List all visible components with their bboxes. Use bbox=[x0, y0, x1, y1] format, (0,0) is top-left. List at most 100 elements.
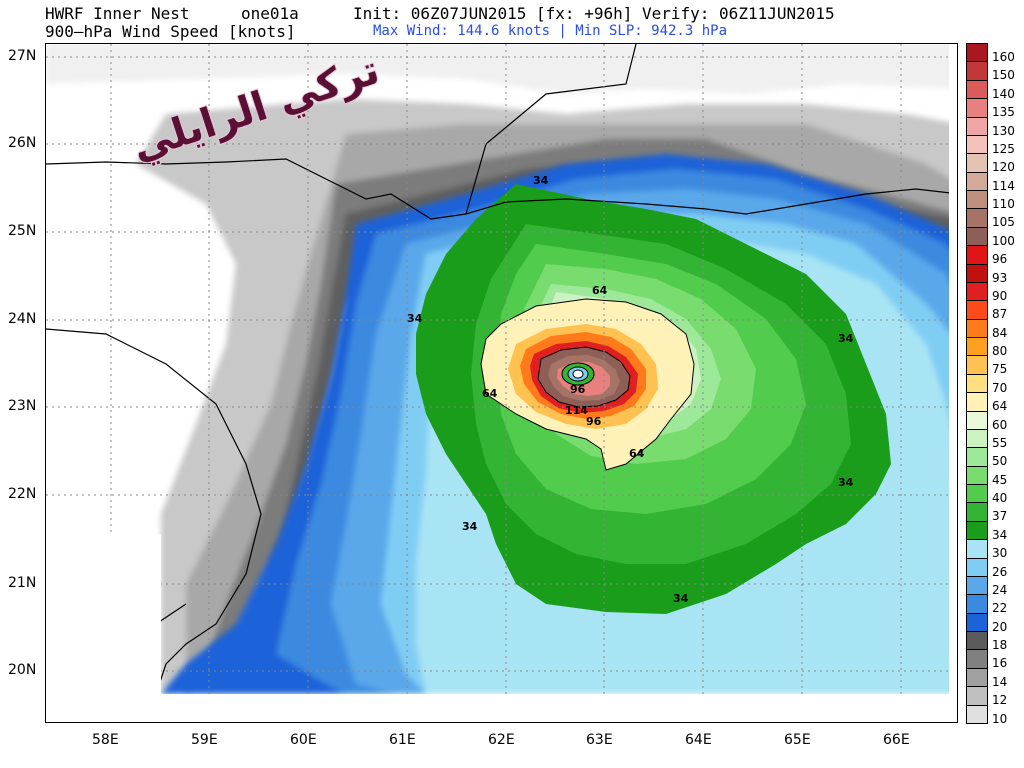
legend-swatch bbox=[966, 667, 988, 688]
max-wind-min-slp: Max Wind: 144.6 knots | Min SLP: 942.3 h… bbox=[373, 23, 728, 39]
legend-label: 110 bbox=[992, 197, 1015, 212]
lat-label: 23N bbox=[8, 398, 37, 414]
storm-core bbox=[480, 298, 695, 471]
legend-row: 160 bbox=[966, 43, 1020, 64]
legend-swatch bbox=[966, 447, 988, 467]
contour-label: 34 bbox=[673, 592, 689, 605]
legend-label: 12 bbox=[992, 693, 1008, 708]
legend-row: 75 bbox=[966, 355, 1020, 376]
legend-swatch bbox=[966, 226, 988, 247]
legend-swatch bbox=[966, 612, 988, 633]
legend-label: 140 bbox=[992, 86, 1015, 101]
contour-label: 34 bbox=[407, 312, 423, 325]
lat-lon-grid bbox=[46, 44, 957, 722]
lat-label: 26N bbox=[8, 135, 37, 151]
legend-swatch bbox=[966, 208, 988, 228]
product-title: 900–hPa Wind Speed [knots] bbox=[45, 22, 296, 41]
legend-row: 150 bbox=[966, 61, 1020, 82]
lat-label: 22N bbox=[8, 486, 37, 502]
contour-label: 34 bbox=[838, 476, 854, 489]
legend-swatch bbox=[966, 557, 988, 577]
legend-row: 64 bbox=[966, 392, 1020, 413]
legend-label: 40 bbox=[992, 491, 1008, 506]
legend-row: 12 bbox=[966, 686, 1020, 707]
lon-label: 66E bbox=[883, 732, 910, 748]
legend-row: 55 bbox=[966, 428, 1020, 450]
legend-label: 45 bbox=[992, 472, 1008, 487]
contour-label: 34 bbox=[533, 174, 549, 187]
legend-label: 50 bbox=[992, 454, 1008, 469]
legend-label: 135 bbox=[992, 105, 1015, 120]
watermark: تركي الرايلي bbox=[125, 46, 385, 171]
contour-label: 96 bbox=[570, 383, 586, 396]
legend-row: 45 bbox=[966, 465, 1020, 487]
lon-label: 58E bbox=[92, 732, 119, 748]
legend-swatch bbox=[966, 116, 988, 136]
legend-label: 20 bbox=[992, 619, 1008, 634]
storm-id: one01a bbox=[241, 4, 299, 23]
lat-label: 20N bbox=[8, 662, 37, 678]
legend-label: 16 bbox=[992, 656, 1008, 671]
lat-label: 25N bbox=[8, 223, 37, 239]
legend-label: 18 bbox=[992, 638, 1008, 653]
contour-labels: 34 34 34 34 34 34 64 64 64 96 96 114 bbox=[407, 174, 854, 605]
legend-label: 120 bbox=[992, 160, 1015, 175]
wind-speed-map: 34 34 34 34 34 34 64 64 64 96 96 114 bbox=[45, 43, 958, 723]
legend-label: 114 bbox=[992, 178, 1015, 193]
lat-label: 24N bbox=[8, 311, 37, 327]
legend-swatch bbox=[966, 373, 988, 394]
legend-row: 120 bbox=[966, 153, 1020, 174]
legend-row: 24 bbox=[966, 575, 1020, 597]
legend-label: 105 bbox=[992, 215, 1015, 230]
legend-row: 110 bbox=[966, 190, 1020, 211]
legend-row: 34 bbox=[966, 520, 1020, 542]
legend-label: 60 bbox=[992, 417, 1008, 432]
legend-label: 100 bbox=[992, 233, 1015, 248]
legend-swatch bbox=[966, 484, 988, 504]
lat-label: 27N bbox=[8, 48, 37, 64]
legend-swatch bbox=[966, 355, 988, 375]
legend-swatch bbox=[966, 153, 988, 173]
lon-label: 65E bbox=[784, 732, 811, 748]
legend-row: 100 bbox=[966, 226, 1020, 248]
legend-row: 37 bbox=[966, 502, 1020, 523]
legend-label: 87 bbox=[992, 307, 1008, 322]
legend-row: 125 bbox=[966, 134, 1020, 156]
legend-swatch bbox=[966, 318, 988, 339]
legend-label: 22 bbox=[992, 601, 1008, 616]
legend-swatch bbox=[966, 281, 988, 302]
legend-label: 24 bbox=[992, 582, 1008, 597]
watermark-text: تركي الرايلي bbox=[126, 47, 384, 170]
legend-label: 130 bbox=[992, 123, 1015, 138]
legend-row: 60 bbox=[966, 410, 1020, 432]
legend-swatch bbox=[966, 520, 988, 541]
contour-label: 96 bbox=[586, 415, 602, 428]
legend-swatch bbox=[966, 502, 988, 522]
legend-swatch bbox=[966, 134, 988, 155]
legend-label: 80 bbox=[992, 344, 1008, 359]
legend-row: 96 bbox=[966, 245, 1020, 266]
legend-label: 10 bbox=[992, 711, 1008, 726]
legend-label: 150 bbox=[992, 68, 1015, 83]
lon-label: 60E bbox=[290, 732, 317, 748]
legend-row: 26 bbox=[966, 557, 1020, 579]
legend-swatch bbox=[966, 686, 988, 706]
legend-label: 55 bbox=[992, 435, 1008, 450]
legend-label: 64 bbox=[992, 399, 1008, 414]
color-legend: 160 150 140 135 130 125 120 114 110 105 100 96 93 90 8… bbox=[966, 43, 1020, 726]
legend-row: 80 bbox=[966, 337, 1020, 358]
legend-row: 16 bbox=[966, 649, 1020, 670]
legend-row: 14 bbox=[966, 667, 1020, 689]
legend-label: 30 bbox=[992, 546, 1008, 561]
lon-label: 63E bbox=[586, 732, 613, 748]
contour-label: 64 bbox=[592, 284, 608, 297]
legend-row: 22 bbox=[966, 594, 1020, 615]
legend-swatch bbox=[966, 575, 988, 596]
legend-label: 14 bbox=[992, 674, 1008, 689]
legend-swatch bbox=[966, 631, 988, 651]
legend-label: 26 bbox=[992, 564, 1008, 579]
legend-label: 93 bbox=[992, 270, 1008, 285]
legend-swatch bbox=[966, 263, 988, 283]
lon-label: 64E bbox=[685, 732, 712, 748]
legend-row: 105 bbox=[966, 208, 1020, 229]
